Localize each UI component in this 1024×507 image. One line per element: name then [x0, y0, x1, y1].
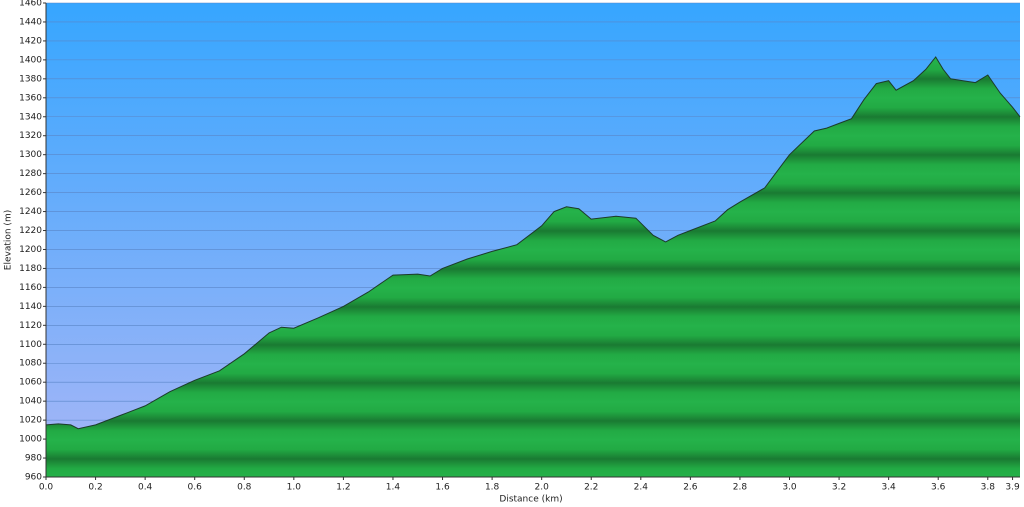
- y-tick-label: 1400: [19, 55, 42, 65]
- x-tick-label: 3.9: [1005, 483, 1020, 493]
- y-tick-label: 1460: [19, 0, 42, 9]
- y-tick-label: 1340: [19, 112, 42, 122]
- x-tick-label: 1.0: [287, 483, 302, 493]
- x-tick-label: 3.2: [832, 483, 846, 493]
- x-tick-label: 3.8: [981, 483, 996, 493]
- x-tick-label: 0.2: [88, 483, 102, 493]
- x-tick-label: 1.4: [386, 483, 401, 493]
- x-tick-label: 3.6: [931, 483, 946, 493]
- x-tick-label: 1.8: [485, 483, 500, 493]
- y-tick-label: 1300: [19, 150, 42, 160]
- area-fill: [46, 57, 1020, 477]
- y-tick-label: 1000: [19, 435, 42, 445]
- y-tick-label: 1240: [19, 207, 42, 217]
- y-tick-label: 1020: [19, 416, 42, 426]
- x-tick-label: 1.6: [435, 483, 450, 493]
- x-tick-label: 0.4: [138, 483, 153, 493]
- x-tick-label: 2.0: [535, 483, 550, 493]
- y-tick-label: 1440: [19, 17, 42, 27]
- x-tick-label: 3.0: [782, 483, 797, 493]
- x-tick-label: 3.4: [881, 483, 896, 493]
- y-axis-label: Elevation (m): [4, 210, 14, 270]
- y-tick-label: 1220: [19, 226, 42, 236]
- y-tick-label: 1120: [19, 321, 42, 331]
- y-tick-label: 1320: [19, 131, 42, 141]
- x-tick-label: 0.6: [188, 483, 203, 493]
- x-axis-label: Distance (km): [499, 495, 562, 505]
- x-tick-label: 2.6: [683, 483, 698, 493]
- x-tick-label: 2.4: [634, 483, 649, 493]
- y-tick-label: 1380: [19, 74, 42, 84]
- y-tick-label: 1280: [19, 169, 42, 179]
- y-tick-label: 1260: [19, 188, 42, 198]
- y-tick-label: 1360: [19, 93, 42, 103]
- x-tick-label: 2.2: [584, 483, 598, 493]
- y-tick-label: 1080: [19, 359, 42, 369]
- x-tick-label: 2.8: [733, 483, 748, 493]
- y-tick-label: 1420: [19, 36, 42, 46]
- y-tick-label: 1100: [19, 340, 42, 350]
- x-tick-label: 1.2: [336, 483, 350, 493]
- y-tick-label: 980: [25, 454, 42, 464]
- y-tick-label: 1140: [19, 302, 42, 312]
- y-tick-label: 960: [25, 473, 42, 483]
- x-tick-label: 0.8: [237, 483, 252, 493]
- y-tick-label: 1160: [19, 283, 42, 293]
- y-tick-label: 1200: [19, 245, 42, 255]
- x-tick-label: 0.0: [39, 483, 54, 493]
- y-tick-label: 1040: [19, 397, 42, 407]
- y-tick-label: 1180: [19, 264, 42, 274]
- y-tick-label: 1060: [19, 378, 42, 388]
- elevation-line: [45, 56, 1021, 430]
